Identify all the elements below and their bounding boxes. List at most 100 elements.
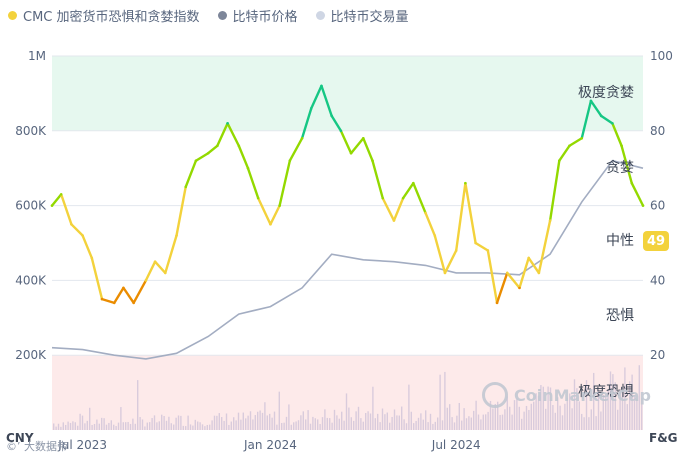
volume-bar xyxy=(600,411,602,430)
volume-bar xyxy=(617,409,619,430)
volume-bar xyxy=(237,412,240,430)
volume-bar xyxy=(547,386,549,430)
volume-bar xyxy=(72,421,74,430)
fear-greed-point xyxy=(59,193,63,196)
fear-greed-point xyxy=(256,196,260,200)
volume-bar xyxy=(355,411,357,430)
volume-bar xyxy=(312,416,314,430)
volume-bar xyxy=(235,420,237,430)
zone-label: 中性 xyxy=(606,233,634,249)
volume-bar xyxy=(372,386,374,430)
fear-greed-segment xyxy=(100,297,116,305)
volume-bar xyxy=(329,418,331,430)
volume-bar xyxy=(281,422,283,430)
volume-bar xyxy=(189,424,192,430)
fear-greed-point xyxy=(381,196,385,200)
volume-bar xyxy=(470,417,472,430)
volume-bar xyxy=(333,409,336,430)
zone-label: 极度恐惧 xyxy=(578,384,634,400)
fear-greed-segment xyxy=(59,193,73,226)
volume-bar xyxy=(264,402,266,430)
volume-bar xyxy=(132,418,134,430)
legend-label-btc-volume: 比特币交易量 xyxy=(330,10,409,25)
fear-greed-segment xyxy=(392,196,405,222)
volume-bar xyxy=(305,419,307,430)
volume-bar xyxy=(245,418,247,430)
current-value-badge: 49 xyxy=(643,231,669,251)
volume-bar xyxy=(422,419,424,430)
fear-greed-point xyxy=(330,114,333,118)
volume-bar xyxy=(156,422,158,430)
volume-bar xyxy=(626,404,628,430)
fear-greed-segment xyxy=(630,181,645,207)
x-axis-tick-label: Jul 2023 xyxy=(57,438,107,452)
legend-item-btc-volume[interactable]: 比特币交易量 xyxy=(315,6,409,25)
volume-bar xyxy=(141,419,144,430)
volume-bar xyxy=(204,426,206,430)
volume-bar xyxy=(369,413,372,430)
fear-greed-point xyxy=(641,204,645,207)
volume-bar xyxy=(326,417,328,430)
volume-bar xyxy=(98,423,100,430)
volume-bar xyxy=(211,420,213,430)
fear-greed-point xyxy=(349,151,353,155)
legend-item-fear-greed[interactable]: CMC 加密货币恐惧和贪婪指数 xyxy=(8,6,200,25)
fear-greed-point xyxy=(81,234,84,237)
volume-bar xyxy=(485,414,487,430)
volume-bar xyxy=(398,415,400,430)
volume-bar xyxy=(223,420,225,430)
fear-greed-point xyxy=(70,223,73,226)
volume-bar xyxy=(641,398,643,430)
legend-item-btc-price[interactable]: 比特币价格 xyxy=(217,6,298,25)
volume-bar xyxy=(288,404,290,430)
volume-bar xyxy=(240,419,242,430)
volume-bar xyxy=(120,407,122,430)
x-axis-tick-label: Jan 2024 xyxy=(243,438,297,452)
volume-bar xyxy=(482,414,484,430)
volume-bar xyxy=(158,421,160,430)
fear-greed-segment xyxy=(278,159,292,207)
volume-bar xyxy=(477,414,480,430)
fear-greed-point xyxy=(100,297,104,301)
volume-bar xyxy=(230,421,232,430)
volume-bar xyxy=(153,415,156,430)
volume-bar xyxy=(559,405,561,430)
volume-bar xyxy=(146,422,148,430)
fear-greed-point xyxy=(620,144,623,148)
volume-bar xyxy=(437,417,439,430)
volume-bar xyxy=(389,422,391,430)
volume-bar xyxy=(307,410,309,430)
fear-greed-segment xyxy=(81,234,94,260)
volume-bar xyxy=(362,421,364,430)
fear-greed-segment xyxy=(216,122,229,147)
fear-greed-segment xyxy=(424,211,436,237)
volume-bar xyxy=(605,393,607,430)
x-axis-tick-label: Jul 2024 xyxy=(431,438,481,452)
left-axis-label: CNY xyxy=(6,431,34,445)
zone-label: 贪婪 xyxy=(606,160,634,176)
volume-bar xyxy=(576,388,578,430)
volume-bar xyxy=(161,414,163,430)
fear-greed-point xyxy=(412,181,415,185)
volume-bar xyxy=(518,406,520,430)
volume-bar xyxy=(55,426,57,430)
user-watermark: ©’ 大数据帝 xyxy=(6,440,68,453)
right-axis-ticks: 20 40 60 80 100 xyxy=(650,49,673,362)
fear-greed-segment xyxy=(237,144,250,170)
volume-bar xyxy=(252,419,254,430)
fear-greed-point xyxy=(50,204,54,207)
fear-greed-point xyxy=(568,144,571,148)
coinmarketcap-watermark: CoinMarketCap xyxy=(482,382,651,408)
fear-greed-segment xyxy=(113,286,125,305)
volume-bar xyxy=(348,407,350,430)
fear-greed-segment xyxy=(568,137,583,147)
volume-bar xyxy=(511,414,513,430)
volume-bar xyxy=(173,424,175,430)
fear-greed-point xyxy=(237,144,241,148)
fear-greed-point xyxy=(184,185,188,189)
fear-greed-point xyxy=(269,223,272,226)
fear-greed-segment xyxy=(175,185,187,237)
volume-bar xyxy=(309,423,312,430)
volume-bar xyxy=(271,417,273,430)
